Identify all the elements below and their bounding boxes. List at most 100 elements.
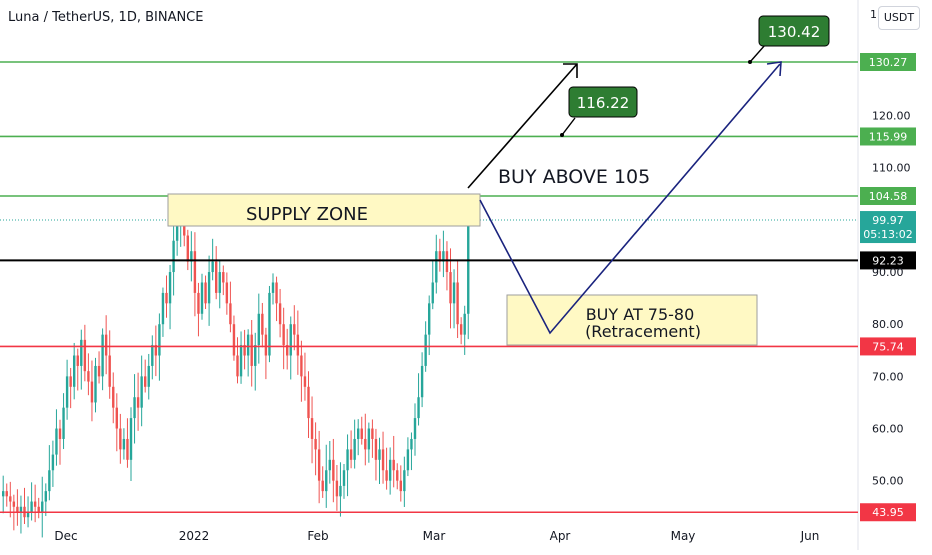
candle-body (300, 355, 303, 377)
supply-zone-box (167, 193, 481, 227)
candle-body (275, 282, 278, 304)
candle-body (339, 485, 342, 497)
candle-body (168, 272, 172, 304)
time-tick-mar: Mar (423, 529, 446, 543)
candle-body (236, 355, 239, 377)
level-92-23-label: 92.23 (872, 254, 904, 267)
candle-body (342, 470, 346, 486)
level-75-74-label: 75.74 (872, 340, 904, 353)
current-price-value: 99.97 (872, 214, 904, 227)
candle-body (151, 345, 154, 366)
target2-box (758, 15, 830, 47)
level-115-99-tag (860, 127, 916, 146)
candle-body (392, 459, 395, 471)
candle-body (48, 470, 51, 492)
candle-body (193, 251, 197, 293)
candle-body (108, 355, 111, 387)
target1-box (568, 86, 638, 118)
supply-zone-label: SUPPLY ZONE (246, 204, 368, 225)
candle-body (37, 506, 40, 512)
candle-body (62, 407, 65, 439)
candle-body (296, 334, 300, 356)
candle-body (222, 272, 225, 283)
candle-body (87, 371, 90, 382)
candle-body (371, 428, 374, 439)
candle-body (403, 470, 406, 492)
target2-label: 130.42 (768, 23, 821, 41)
candle-body (136, 397, 140, 408)
candle-body (325, 470, 328, 492)
candle-body (332, 459, 335, 481)
candle-body (183, 219, 186, 236)
time-tick-dec: Dec (54, 529, 77, 543)
target1-dot (560, 133, 564, 137)
candle-body (435, 251, 438, 283)
level-92-23-tag (860, 251, 916, 270)
currency-button[interactable]: USDT (878, 6, 920, 30)
candle-body (30, 501, 33, 512)
candle-body (289, 324, 292, 356)
candle-body (207, 272, 211, 304)
price-tick: 50.00 (872, 475, 904, 488)
candle-body (65, 376, 69, 408)
candle-body (12, 501, 16, 507)
target1-pointer (561, 117, 576, 136)
current-price-tag (860, 211, 916, 244)
candle-body (254, 345, 257, 366)
candle-body (445, 251, 449, 273)
price-tick: 90.00 (872, 266, 904, 279)
candle-body (286, 345, 289, 356)
candle-body (243, 345, 246, 356)
candle-body (112, 386, 115, 408)
candle-body (175, 225, 179, 241)
symbol-title: Luna / TetherUS, 1D, BINANCE (8, 10, 204, 25)
candle-body (449, 272, 452, 304)
candle-body (44, 491, 47, 502)
candle-body (246, 334, 250, 356)
candle-body (26, 511, 30, 518)
candle-body (257, 313, 260, 346)
candle-body (94, 365, 97, 403)
candle-body (33, 501, 37, 507)
candle-body (467, 219, 470, 314)
candle-body (321, 480, 324, 492)
candle-body (69, 376, 72, 387)
candle-body (161, 292, 165, 325)
candle-body (428, 303, 431, 335)
candle-body (388, 459, 392, 481)
currency-prefix: 1 (870, 8, 877, 21)
candle-body (232, 324, 236, 356)
level-130-27-tag (860, 53, 916, 71)
candle-body (2, 491, 5, 497)
candle-body (16, 506, 19, 512)
candle-body (197, 292, 200, 314)
retracement-path (479, 63, 781, 335)
candle-body (278, 303, 282, 325)
candle-body (399, 480, 402, 492)
breakout-arrow-head (563, 63, 578, 78)
candle-body (452, 282, 456, 304)
candle-body (424, 334, 427, 366)
candle-body (147, 365, 150, 387)
candle-body (442, 251, 445, 262)
retracement-label: (Retracement) (585, 322, 701, 341)
candle-body (381, 449, 385, 471)
candle-body (459, 324, 463, 335)
time-tick-may: May (671, 529, 696, 543)
candle-body (165, 292, 168, 304)
candle-body (268, 292, 271, 356)
candle-body (58, 428, 62, 439)
level-104-58-label: 104.58 (869, 190, 908, 203)
price-tick: 80.00 (872, 318, 904, 331)
candle-body (367, 428, 371, 450)
candle-body (328, 459, 331, 471)
candle-body (413, 418, 417, 439)
candle-body (190, 251, 193, 262)
candle-body (215, 261, 218, 293)
candle-body (122, 438, 126, 450)
time-tick-feb: Feb (307, 529, 328, 543)
candle-body (51, 454, 55, 471)
candle-body (119, 428, 122, 450)
